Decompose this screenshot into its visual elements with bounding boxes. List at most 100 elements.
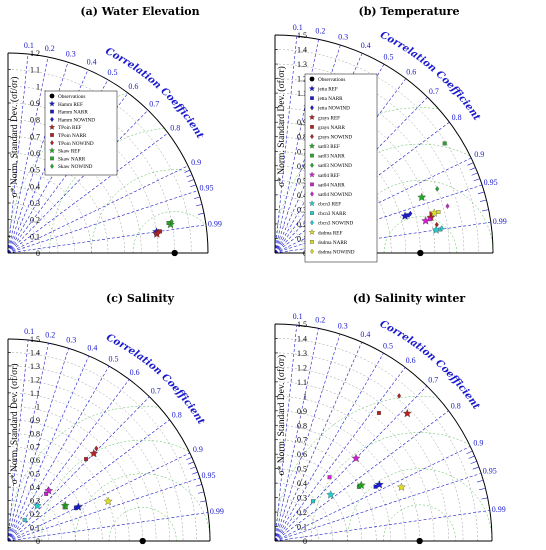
sd-tick-label: 1.3 — [30, 362, 40, 371]
sd-tick-label: 0.9 — [297, 407, 307, 416]
correlation-tick-label: 0.99 — [208, 220, 222, 229]
panel-title: (d) Salinity winter — [353, 292, 466, 305]
sd-tick-label: 1.5 — [30, 335, 40, 344]
sd-grid-arc — [7, 69, 192, 254]
legend-label: Skaw NOWIND — [58, 164, 93, 170]
legend-marker — [49, 93, 55, 99]
legend-label: TPoin NARR — [58, 133, 87, 139]
legend-label: sat04 NOWIND — [318, 192, 352, 198]
legend-label: sat03 NARR — [318, 154, 345, 160]
correlation-axis-label: Correlation Coefficient — [378, 319, 482, 412]
sd-tick-label: 0.3 — [297, 494, 307, 503]
sd-tick-label: 0.2 — [30, 216, 40, 225]
correlation-minor-tick — [468, 455, 475, 459]
sd-tick-label: 0.4 — [297, 191, 307, 200]
legend-label: Skaw NARR — [58, 156, 86, 162]
taylor-panel-3: (c) Salinity 0.1 0.2 0.3 0.4 0.5 0.6 0.7 0.8 0.9 0… — [7, 292, 224, 546]
sd-tick-label: 0.7 — [297, 436, 307, 445]
legend-marker — [310, 133, 314, 140]
correlation-tick-label: 0.95 — [484, 178, 498, 187]
correlation-line — [7, 190, 199, 254]
correlation-axis-label: Correlation Coefficient — [378, 30, 482, 123]
legend-label: grays NOWIND — [318, 134, 352, 140]
legend-marker — [310, 248, 314, 255]
sd-tick-label: 0.3 — [30, 497, 40, 506]
data-point — [44, 491, 49, 496]
legend-marker — [48, 100, 56, 107]
data-point — [435, 186, 440, 192]
sd-grid-arc — [274, 78, 450, 254]
legend-label: sat04 NARR — [318, 182, 345, 188]
sd-tick-label: 0.4 — [297, 479, 307, 488]
correlation-line — [7, 343, 49, 542]
sd-grid-arc — [7, 433, 116, 542]
correlation-minor-tick — [186, 174, 193, 178]
outer-arc — [7, 52, 209, 254]
correlation-tick-label: 0.5 — [384, 52, 394, 61]
correlation-tick-label: 0.4 — [87, 57, 97, 66]
correlation-line — [274, 36, 298, 254]
legend-label: Hamm NARR — [58, 110, 88, 116]
correlation-minor-tick — [186, 456, 192, 461]
correlation-tick-label: 0.8 — [452, 113, 462, 122]
legend-marker — [310, 220, 314, 226]
data-point — [32, 501, 42, 510]
correlation-tick-label: 0.1 — [293, 312, 303, 321]
correlation-minor-tick — [188, 461, 194, 465]
correlation-axis-label: Correlation Coefficient — [103, 46, 205, 141]
correlation-tick-label: 0.1 — [24, 327, 34, 336]
data-point — [103, 496, 113, 506]
correlation-line — [7, 419, 170, 542]
correlation-tick-label: 0.6 — [128, 82, 138, 91]
data-point — [445, 203, 450, 209]
data-point — [358, 483, 363, 489]
data-point — [427, 217, 432, 222]
data-point — [156, 229, 161, 236]
sd-tick-label: 1.1 — [30, 66, 40, 75]
correlation-line — [7, 355, 90, 542]
y-axis-label: σ* Norm. Standard Dev. (σf/σr) — [276, 66, 287, 187]
correlation-minor-tick — [196, 204, 203, 207]
correlation-axis-label-path: Correlation Coefficient — [378, 319, 482, 412]
sd-tick-label: 0.1 — [297, 234, 307, 243]
outer-arc — [274, 323, 493, 542]
legend-label: dsdma NARR — [318, 240, 348, 246]
correlation-tick-label: 0.4 — [360, 330, 370, 339]
sd-tick-label: 1.4 — [30, 348, 40, 357]
correlation-minor-tick — [194, 196, 201, 199]
data-point — [326, 490, 336, 499]
correlation-tick-label: 0.9 — [474, 150, 484, 159]
correlation-tick-label: 0.7 — [151, 386, 161, 395]
correlation-minor-tick — [190, 466, 196, 470]
sd-tick-label: 0.7 — [30, 132, 40, 141]
correlation-minor-tick — [473, 178, 481, 182]
correlation-tick-label: 0.4 — [87, 344, 97, 353]
sd-grid-arc — [274, 352, 464, 542]
correlation-line — [274, 385, 428, 542]
legend-marker — [310, 240, 314, 244]
sd-grid-arc — [7, 419, 130, 542]
correlation-axis-label: Correlation Coefficient — [104, 332, 206, 427]
legend-label: grays REF — [318, 115, 340, 121]
correlation-tick-label: 0.5 — [108, 68, 118, 77]
correlation-line — [274, 410, 449, 542]
legend-label: dsdma NOWIND — [318, 249, 355, 255]
correlation-tick-label: 0.3 — [338, 32, 348, 41]
correlation-minor-tick — [477, 191, 485, 195]
sd-grid-arc — [274, 410, 406, 542]
legend-label: Observations — [318, 77, 345, 83]
correlation-minor-tick — [472, 466, 480, 470]
sd-grid-arc — [274, 396, 420, 542]
correlation-axis-label-path: Correlation Coefficient — [104, 332, 206, 427]
rms-arc — [347, 468, 492, 541]
data-point — [376, 410, 381, 415]
correlation-line — [7, 132, 169, 254]
sd-grid-arc — [7, 152, 109, 254]
sd-tick-label: 1 — [36, 82, 40, 91]
correlation-line — [7, 53, 29, 254]
sd-tick-label: 0.8 — [297, 133, 307, 142]
legend-label: TPoin REF — [58, 125, 82, 131]
legend-marker — [50, 156, 54, 161]
data-point — [397, 393, 402, 399]
correlation-tick-label: 0.2 — [45, 330, 55, 339]
